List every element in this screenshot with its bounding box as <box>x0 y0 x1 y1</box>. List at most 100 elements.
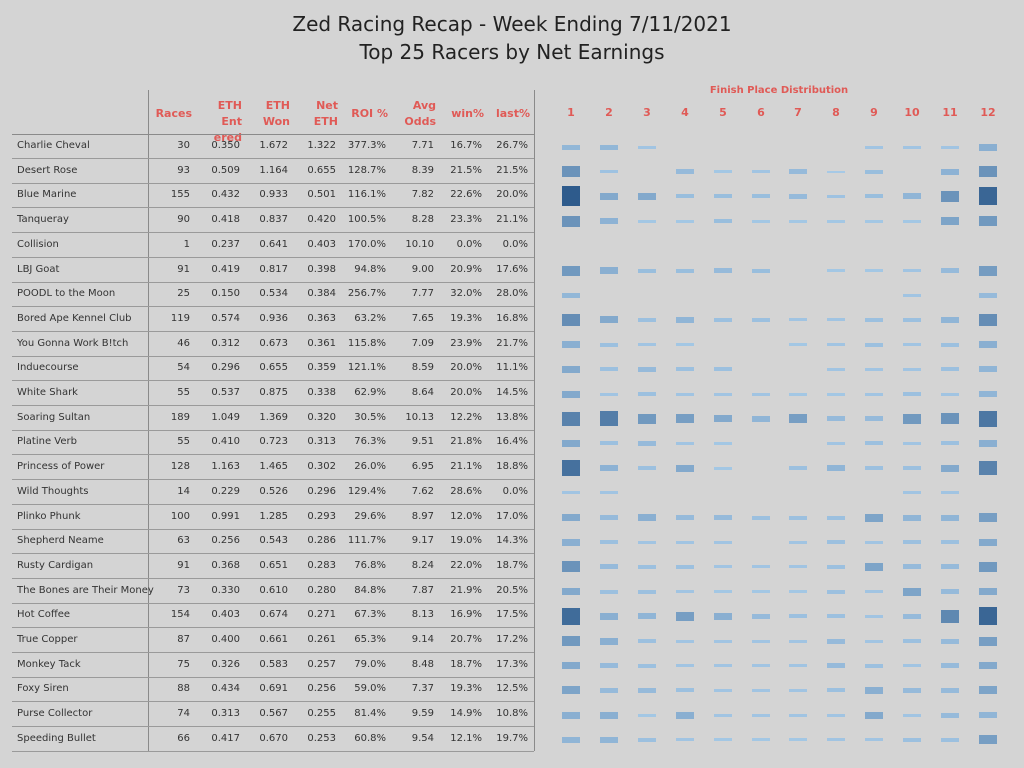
dist-mark <box>865 441 883 446</box>
cell-entered: 0.326 <box>211 658 240 670</box>
dist-mark <box>941 712 959 718</box>
dist-mark <box>714 639 732 643</box>
table-row: Shepherd Neame 63 0.256 0.543 0.286 111.7% 9.1… <box>12 529 534 555</box>
cell-entered: 0.418 <box>211 214 240 226</box>
table-row: Princess of Power 128 1.163 1.465 0.302 26.0%… <box>12 455 534 481</box>
cell-won: 0.670 <box>259 732 288 744</box>
place-label-8: 8 <box>832 106 840 119</box>
racer-name: The Bones are Their Money <box>17 584 154 596</box>
cell-roi: 84.8% <box>354 584 386 596</box>
dist-mark <box>600 170 618 174</box>
header-races: Races <box>155 107 192 120</box>
cell-entered: 1.049 <box>211 411 240 423</box>
dist-mark <box>903 293 921 297</box>
cell-win: 12.2% <box>450 411 482 423</box>
dist-mark <box>638 366 656 372</box>
cell-won: 0.674 <box>259 609 288 621</box>
cell-net: 0.256 <box>307 683 336 695</box>
cell-last: 12.5% <box>496 683 528 695</box>
dist-mark <box>752 392 770 396</box>
cell-races: 100 <box>170 510 190 522</box>
cell-odds: 7.65 <box>411 312 434 324</box>
dist-mark <box>865 614 883 618</box>
dist-mark <box>562 636 580 646</box>
dist-mark <box>979 143 997 151</box>
cell-odds: 9.14 <box>411 634 434 645</box>
dist-mark <box>827 638 845 644</box>
dist-mark <box>903 193 921 200</box>
dist-mark <box>941 268 959 273</box>
racer-name: Shepherd Neame <box>17 535 104 547</box>
table-row: Tanqueray 90 0.418 0.837 0.420 100.5% 8.28 23.3… <box>12 208 534 234</box>
cell-odds: 8.48 <box>411 658 434 670</box>
cell-won: 1.672 <box>259 140 288 151</box>
dist-mark <box>562 215 580 227</box>
dist-mark <box>562 265 580 276</box>
table-row: Charlie Cheval 30 0.350 1.672 1.322 377.3% 7.7… <box>12 134 534 159</box>
dist-mark <box>714 367 732 372</box>
cell-entered: 0.150 <box>211 288 240 300</box>
table-row: POODL to the Moon 25 0.150 0.534 0.384 256.7%… <box>12 282 534 308</box>
cell-entered: 0.574 <box>211 312 240 324</box>
dist-mark <box>979 166 997 178</box>
cell-last: 19.7% <box>496 732 528 744</box>
dist-mark <box>714 466 732 470</box>
dist-mark <box>638 466 656 471</box>
dist-mark <box>979 607 997 626</box>
dist-mark <box>676 316 694 323</box>
dist-mark <box>941 564 959 570</box>
header-avg-odds: Avg Odds <box>392 98 436 130</box>
dist-mark <box>600 736 618 743</box>
dist-mark <box>903 219 921 223</box>
cell-entered: 0.296 <box>211 362 240 374</box>
dist-mark <box>638 343 656 347</box>
table-row: Speeding Bullet 66 0.417 0.670 0.253 60.8% 9.5… <box>12 727 534 752</box>
dist-mark <box>752 317 770 322</box>
dist-mark <box>789 318 807 322</box>
dist-mark <box>903 392 921 396</box>
cell-win: 28.6% <box>450 485 482 497</box>
cell-entered: 0.537 <box>211 387 240 398</box>
dist-mark <box>562 561 580 573</box>
cell-races: 46 <box>177 337 190 349</box>
dist-mark <box>600 192 618 200</box>
dist-mark <box>752 268 770 273</box>
cell-last: 18.8% <box>496 461 528 473</box>
dist-mark <box>600 540 618 545</box>
cell-roi: 76.3% <box>354 436 386 448</box>
cell-won: 0.655 <box>259 362 288 374</box>
dist-mark <box>979 216 997 227</box>
cell-won: 1.465 <box>259 461 288 473</box>
cell-entered: 0.410 <box>211 436 240 448</box>
dist-mark <box>941 589 959 595</box>
dist-mark <box>638 268 656 273</box>
dist-mark <box>752 194 770 199</box>
dist-mark <box>979 636 997 646</box>
cell-won: 0.534 <box>259 288 288 300</box>
racer-name: Purse Collector <box>17 708 93 720</box>
dist-mark <box>600 491 618 495</box>
cell-net: 0.384 <box>307 288 336 300</box>
cell-net: 0.313 <box>307 436 336 448</box>
dist-mark <box>714 268 732 273</box>
dist-mark <box>676 711 694 719</box>
dist-mark <box>676 540 694 544</box>
place-label-4: 4 <box>681 106 689 119</box>
cell-win: 16.7% <box>450 140 482 151</box>
dist-mark <box>903 367 921 371</box>
dist-mark <box>638 192 656 200</box>
dist-mark <box>827 738 845 742</box>
dist-mark <box>752 415 770 422</box>
dist-mark <box>562 607 580 625</box>
racer-name: Hot Coffee <box>17 609 71 621</box>
cell-last: 21.5% <box>496 164 528 176</box>
dist-mark <box>979 538 997 546</box>
cell-odds: 7.37 <box>411 683 434 695</box>
cell-win: 23.3% <box>450 214 482 226</box>
cell-won: 1.369 <box>259 411 288 423</box>
dist-mark <box>903 587 921 596</box>
dist-mark <box>827 688 845 693</box>
dist-mark <box>600 144 618 150</box>
cell-last: 13.8% <box>496 411 528 423</box>
dist-mark <box>676 392 694 396</box>
